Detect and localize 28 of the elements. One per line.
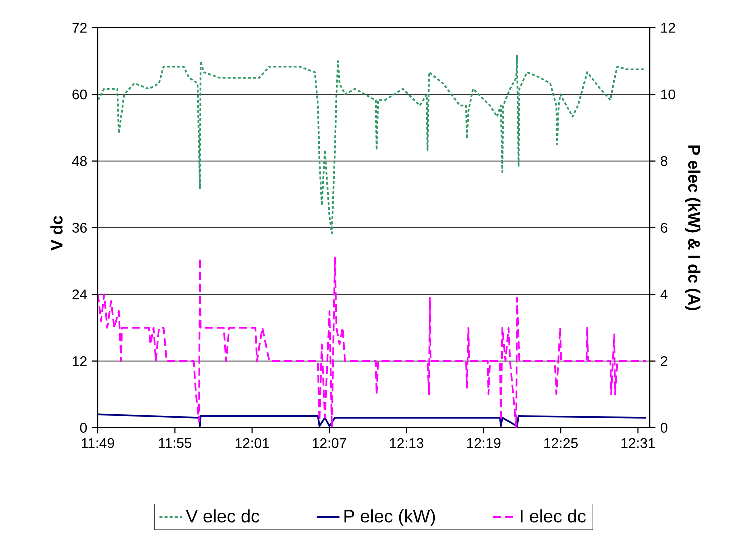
x-tick-label: 12:19 [467, 438, 501, 448]
y-axis-title: V dc [50, 216, 63, 251]
y-tick-label: 24 [72, 290, 88, 300]
y-tick-label: 12 [73, 356, 87, 366]
legend-label: V elec dc [186, 510, 260, 523]
legend-label: I elec dc [521, 510, 586, 523]
y2-tick-label: 12 [661, 23, 676, 33]
line-series [98, 257, 648, 428]
x-tick-label: 12:01 [236, 438, 270, 448]
x-tick-label: 11:49 [82, 438, 114, 448]
x-tick-label: 12:31 [622, 438, 656, 448]
y2-tick-label: 0 [660, 423, 668, 433]
y-tick-label: 0 [80, 423, 88, 433]
y-tick-label: 72 [72, 23, 87, 33]
x-tick-label: 12:07 [313, 438, 346, 448]
y2-tick-label: 8 [661, 156, 668, 166]
y2-tick-label: 4 [660, 290, 668, 300]
legend-label: P elec (kW) [344, 510, 436, 526]
y-tick-label: 48 [72, 156, 87, 166]
x-tick-label: 12:13 [390, 438, 424, 448]
x-tick-label: 11:55 [159, 438, 192, 448]
y-tick-label: 60 [72, 90, 88, 100]
y2-tick-label: 6 [661, 223, 668, 233]
x-tick-label: 12:25 [544, 438, 578, 448]
y2-tick-label: 2 [661, 356, 668, 366]
y-tick-label: 36 [72, 223, 87, 233]
y2-tick-label: 10 [661, 90, 676, 100]
y2-axis-title: P elec (kW) & I dc (A) [685, 146, 701, 310]
